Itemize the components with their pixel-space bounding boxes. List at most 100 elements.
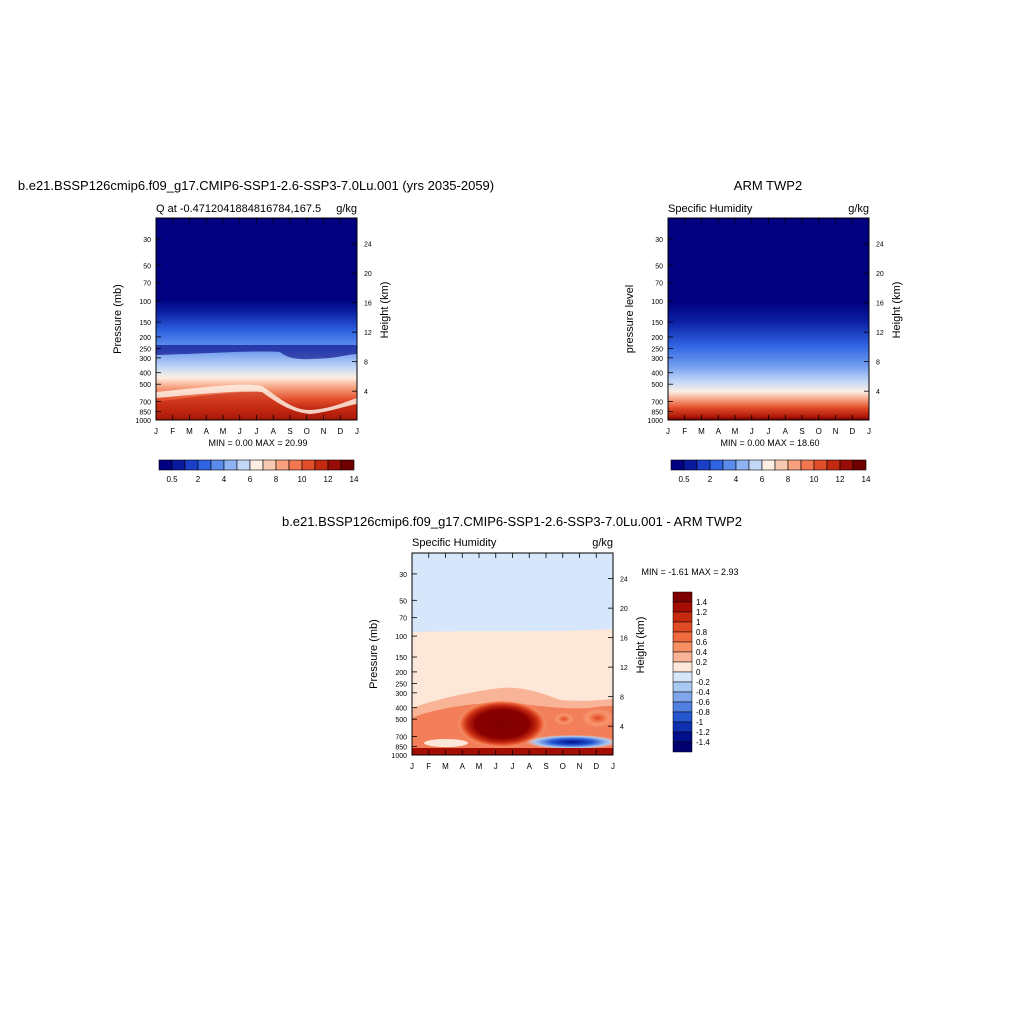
panel-obs-x-tick-label: O (816, 427, 822, 436)
panel-model-x-tick-label: F (170, 427, 175, 436)
panel-diff-title: b.e21.BSSP126cmip6.f09_g17.CMIP6-SSP1-2.… (282, 514, 742, 529)
panel-obs-colorbar-swatch (839, 459, 854, 471)
panel-model-colorbar-label: 12 (324, 475, 333, 484)
panel-model-colorbar-swatch (340, 459, 355, 471)
panel-obs-y-tick-label: 300 (651, 356, 663, 363)
panel-obs-axes: J F M A M J J A S O N D J 30 50 70 100 150 200 250 300 400 500… (647, 218, 884, 436)
panel-obs-x-tick-label: J (867, 427, 871, 436)
panel-diff-y-tick-label: 850 (395, 745, 407, 752)
panel-obs-y2-tick-label: 12 (876, 330, 884, 337)
panel-model-y2-tick-label: 8 (364, 360, 368, 367)
panel-model-x-tick-label: A (271, 427, 277, 436)
panel-obs-colorbar-label: 4 (734, 475, 739, 484)
panel-diff-y-tick-label: 300 (395, 691, 407, 698)
panel-obs-y2-axis-label: Height (km) (891, 282, 903, 339)
panel-model-field (156, 218, 357, 420)
panel-model-colorbar: 0.5 2 4 6 8 10 12 14 (158, 459, 359, 484)
panel-obs-colorbar-swatch (683, 459, 698, 471)
panel-diff-units-label: g/kg (592, 537, 613, 549)
panel-obs-colorbar-swatch (748, 459, 763, 471)
panel-model-y2-axis-label: Height (km) (379, 282, 391, 339)
panel-diff-colorbar-swatch (672, 701, 693, 713)
panel-diff-colorbar-label: 0.4 (696, 648, 708, 657)
panel-model-y2-tick-label: 16 (364, 301, 372, 308)
panel-obs-colorbar-swatch (813, 459, 828, 471)
panel-diff-y2-tick-label: 12 (620, 665, 628, 672)
panel-diff-colorbar-swatch (672, 601, 693, 613)
panel-obs-y2-tick-label: 16 (876, 301, 884, 308)
panel-diff-y2-axis-label: Height (km) (635, 617, 647, 674)
panel-diff-y-tick-label: 250 (395, 681, 407, 688)
panel-diff-minmax: MIN = -1.61 MAX = 2.93 (641, 567, 738, 577)
panel-obs-colorbar-swatch (709, 459, 724, 471)
panel-model-x-tick-label: D (337, 427, 343, 436)
panel-model-y-tick-label: 200 (139, 335, 151, 342)
panel-model-y-tick-label: 500 (139, 382, 151, 389)
panel-obs-colorbar-label: 8 (786, 475, 791, 484)
panel-model-y2-tick-label: 20 (364, 271, 372, 278)
panel-obs-colorbar-swatch (735, 459, 750, 471)
panel-diff-colorbar-label: 1 (696, 618, 701, 627)
panel-model-colorbar-swatch (301, 459, 316, 471)
panel-diff-colorbar: 1.41.210.80.60.40.20-0.2-0.4-0.6-0.8-1-1… (672, 591, 710, 753)
panel-diff-colorbar-swatch (672, 631, 693, 643)
panel-model-y-tick-label: 70 (143, 281, 151, 288)
panel-diff-x-tick-label: A (527, 762, 533, 771)
panel-diff-colorbar-label: -0.8 (696, 708, 710, 717)
panel-diff-colorbar-swatch (672, 661, 693, 673)
panel-diff-y-tick-label: 500 (395, 717, 407, 724)
panel-model-colorbar-swatch (327, 459, 342, 471)
panel-model-variable-label: Q at -0.4712041884816784,167.5 (156, 203, 321, 215)
panel-obs-y2-tick-label: 8 (876, 360, 880, 367)
panel-model-x-tick-label: M (186, 427, 193, 436)
panel-model-colorbar-swatch (262, 459, 277, 471)
panel-diff-colorbar-swatch (672, 721, 693, 733)
panel-diff-y-tick-label: 700 (395, 735, 407, 742)
panel-obs-colorbar-label: 2 (708, 475, 713, 484)
panel-diff-y2-tick-label: 20 (620, 606, 628, 613)
panel-obs-colorbar-swatch (852, 459, 867, 471)
panel-obs-colorbar-swatch (696, 459, 711, 471)
panel-diff-colorbar-label: -1 (696, 718, 704, 727)
panel-model-colorbar-swatch (184, 459, 199, 471)
panel-model-x-tick-label: N (321, 427, 327, 436)
panel-obs-y2-tick-label: 4 (876, 389, 880, 396)
panel-model-x-tick-label: O (304, 427, 310, 436)
panel-obs-colorbar-swatch (774, 459, 789, 471)
panel-diff-colorbar-label: 0.6 (696, 638, 708, 647)
panel-model-y-tick-label: 300 (139, 356, 151, 363)
panel-obs-y-tick-label: 150 (651, 320, 663, 327)
panel-obs-x-tick-label: S (799, 427, 804, 436)
panel-model-x-tick-label: M (220, 427, 227, 436)
panel-obs-x-tick-label: M (732, 427, 739, 436)
panel-diff-colorbar-swatch (672, 671, 693, 683)
panel-obs-y-tick-label: 200 (651, 335, 663, 342)
panel-diff-x-tick-label: M (442, 762, 449, 771)
panel-obs-field-base (668, 218, 869, 420)
panel-diff-y-tick-label: 100 (395, 634, 407, 641)
panel-model-y2-tick-label: 24 (364, 242, 372, 249)
panel-diff-positive-core (457, 700, 547, 748)
panel-diff-x-tick-label: O (560, 762, 566, 771)
panel-diff-colorbar-swatch (672, 691, 693, 703)
panel-diff-x-tick-label: A (460, 762, 466, 771)
panel-obs-x-tick-label: A (716, 427, 722, 436)
panel-obs-y2-tick-label: 20 (876, 271, 884, 278)
panel-model-y-tick-label: 700 (139, 400, 151, 407)
panel-model-colorbar-swatch (314, 459, 329, 471)
panel-obs-x-tick-label: J (767, 427, 771, 436)
panel-model-colorbar-label: 6 (248, 475, 253, 484)
panel-model-x-tick-label: J (355, 427, 359, 436)
panel-obs-colorbar-swatch (761, 459, 776, 471)
panel-model-colorbar-swatch (171, 459, 186, 471)
panel-diff-colorbar-label: -1.2 (696, 728, 710, 737)
panel-diff-negative-band (526, 735, 613, 749)
panel-diff-y2-tick-label: 8 (620, 695, 624, 702)
panel-diff-positive-side (582, 709, 613, 727)
panel-model-y2-tick-label: 12 (364, 330, 372, 337)
panel-model-y-tick-label: 50 (143, 263, 151, 270)
panel-diff-colorbar-swatch (672, 731, 693, 743)
panel-diff-colorbar-label: 1.4 (696, 598, 708, 607)
panel-obs-x-tick-label: J (750, 427, 754, 436)
